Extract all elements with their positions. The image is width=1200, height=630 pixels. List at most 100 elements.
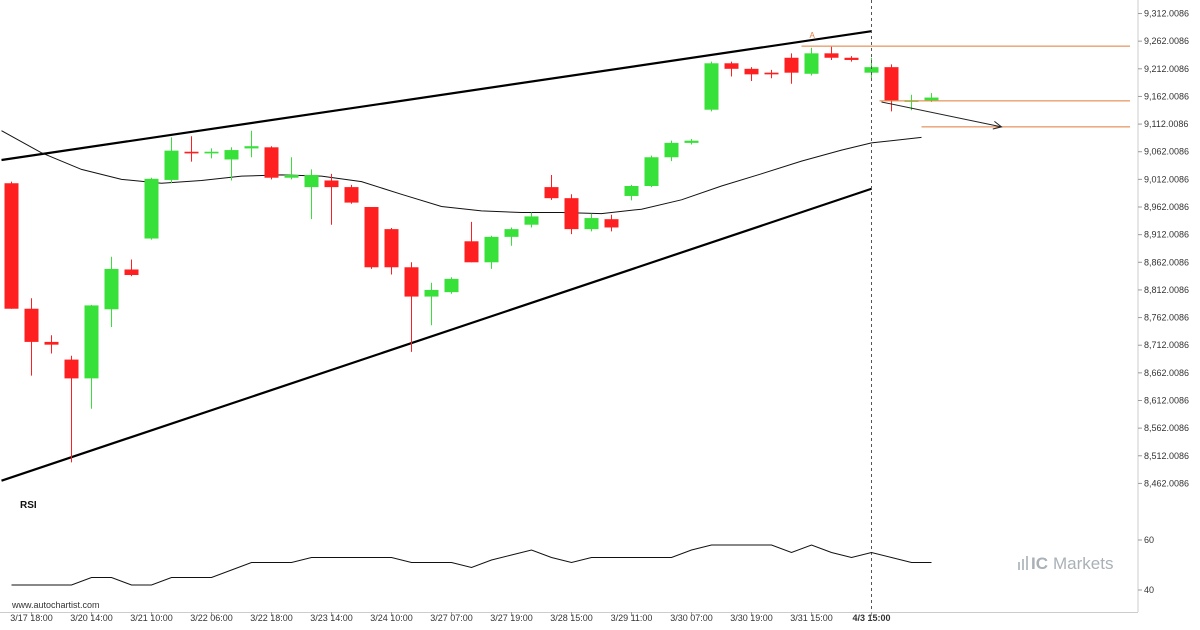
candle-body — [104, 268, 119, 310]
x-tick-label: 4/3 15:00 — [852, 613, 890, 623]
candle-body — [624, 186, 639, 196]
candle — [584, 213, 599, 232]
price-levels: A — [801, 0, 1130, 612]
forecast-line — [881, 101, 1002, 128]
x-tick-label: 3/22 06:00 — [190, 613, 233, 623]
candle — [24, 298, 39, 376]
candle-body — [744, 68, 759, 75]
logo-ic-text: IC — [1031, 554, 1048, 573]
candle-body — [544, 187, 559, 199]
logo-markets-text: Markets — [1053, 554, 1113, 573]
candle-body — [124, 269, 139, 276]
candle-body — [824, 53, 839, 58]
footer: www.autochartist.com IC Markets — [11, 554, 1113, 610]
rsi-line — [11, 544, 932, 586]
chart-frame — [0, 0, 1139, 613]
candle — [664, 140, 679, 162]
candle-body — [184, 151, 199, 154]
x-tick-label: 3/24 10:00 — [370, 613, 413, 623]
candle — [384, 228, 399, 275]
candle-body — [44, 341, 59, 345]
candles — [4, 46, 939, 463]
candle-body — [424, 289, 439, 297]
candle-body — [804, 53, 819, 74]
candle — [404, 262, 419, 352]
candle-body — [844, 57, 859, 60]
candle-body — [684, 140, 699, 143]
candle-body — [644, 157, 659, 187]
candle — [244, 130, 259, 158]
candle-body — [724, 63, 739, 69]
candle-body — [164, 150, 179, 180]
candle — [744, 67, 759, 81]
y-tick-label: 8,912.0086 — [1144, 230, 1189, 240]
y-tick-label: 8,712.0086 — [1144, 340, 1189, 350]
candle — [264, 146, 279, 180]
candle-body — [284, 174, 299, 178]
candle — [184, 136, 199, 162]
axes: 9,312.0086 9,262.0086 9,212.0086 9,162.0086… — [10, 9, 1189, 623]
y-tick-label: 8,612.0086 — [1144, 395, 1189, 405]
y-tick-label: 8,462.0086 — [1144, 478, 1189, 488]
candle-body — [564, 198, 579, 230]
candle-body — [524, 216, 539, 225]
pattern-point-label: A — [810, 31, 816, 40]
moving-average-line — [1, 130, 922, 215]
candle-body — [704, 63, 719, 110]
rsi-tick-label: 60 — [1144, 535, 1154, 545]
y-tick-label: 8,862.0086 — [1144, 257, 1189, 267]
icmarkets-logo: IC Markets — [1018, 554, 1113, 573]
candle — [304, 169, 319, 220]
candle — [724, 61, 739, 77]
y-tick-label: 8,762.0086 — [1144, 313, 1189, 323]
rsi-title: RSI — [20, 500, 37, 511]
moving-average — [1, 130, 922, 215]
candle-body — [84, 305, 99, 379]
candle — [364, 207, 379, 269]
candle — [164, 137, 179, 184]
candle — [624, 184, 639, 201]
y-tick-label: 9,012.0086 — [1144, 174, 1189, 184]
x-tick-label: 3/17 18:00 — [10, 613, 53, 623]
y-tick-label: 9,062.0086 — [1144, 147, 1189, 157]
candle-body — [444, 278, 459, 293]
candle — [684, 139, 699, 145]
support-trendline — [1, 187, 872, 482]
candle-body — [404, 267, 419, 297]
candle — [844, 56, 859, 62]
candle-body — [784, 57, 799, 73]
x-tick-label: 3/21 10:00 — [130, 613, 173, 623]
candle — [64, 355, 79, 463]
candle-body — [464, 241, 479, 263]
y-tick-label: 8,812.0086 — [1144, 285, 1189, 295]
candle-body — [864, 67, 879, 73]
candle-body — [584, 218, 599, 230]
candle — [44, 335, 59, 354]
candle — [284, 157, 299, 180]
candle-body — [64, 359, 79, 379]
y-tick-label: 9,112.0086 — [1144, 119, 1188, 129]
rsi-tick-label: 40 — [1144, 585, 1154, 595]
candle — [824, 46, 839, 60]
candle — [224, 147, 239, 181]
y-tick-label: 8,562.0086 — [1144, 423, 1189, 433]
candle — [604, 214, 619, 232]
pattern-lines — [1, 30, 872, 482]
candle — [84, 304, 99, 409]
y-tick-label: 8,962.0086 — [1144, 202, 1189, 212]
resistance-trendline — [1, 30, 872, 162]
candle — [144, 177, 159, 240]
candle-body — [144, 178, 159, 239]
candle — [564, 194, 579, 235]
candle-body — [364, 207, 379, 268]
y-tick-label: 8,512.0086 — [1144, 451, 1189, 461]
x-tick-label: 3/27 19:00 — [490, 613, 533, 623]
candle-body — [304, 174, 319, 188]
candle — [104, 256, 119, 327]
rsi-panel: RSI 60 40 — [11, 500, 1154, 595]
y-tick-label: 9,212.0086 — [1144, 64, 1189, 74]
candle — [124, 259, 139, 277]
candle-body — [604, 219, 619, 228]
x-tick-label: 3/27 07:00 — [430, 613, 473, 623]
candle — [484, 235, 499, 269]
